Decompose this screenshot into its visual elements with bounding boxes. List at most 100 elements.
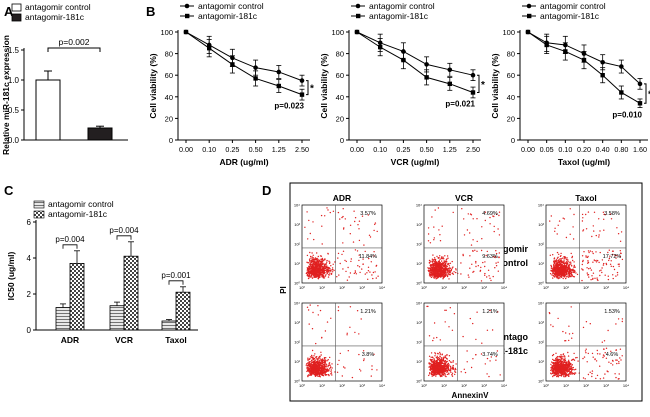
cell-point: [561, 273, 563, 275]
cell-point: [582, 357, 584, 360]
cell-point: [314, 374, 316, 376]
cell-point: [595, 261, 598, 263]
p-value: p=0.023: [274, 102, 304, 111]
cell-point: [443, 258, 445, 260]
cell-point: [431, 375, 433, 377]
cell-point: [553, 370, 555, 372]
cell-point: [329, 261, 331, 263]
cell-point: [486, 276, 488, 278]
cell-point: [468, 276, 470, 278]
cell-point: [556, 267, 558, 269]
cell-point: [558, 253, 560, 255]
cell-point: [310, 272, 312, 275]
cell-point: [318, 371, 320, 374]
cell-point: [324, 258, 326, 260]
cell-point: [435, 365, 438, 368]
axis-tick-label-x: 10⁴: [623, 285, 629, 290]
cell-point: [322, 271, 324, 274]
cell-point: [493, 225, 495, 228]
cell-point: [554, 364, 556, 366]
cell-point: [432, 270, 435, 272]
significance-bracket: [47, 47, 101, 52]
percent-lower-right: 3.74%: [482, 352, 498, 358]
cell-point: [563, 259, 565, 261]
cell-point: [445, 309, 447, 311]
cell-point: [437, 368, 439, 370]
cell-point: [431, 216, 433, 218]
cell-point: [581, 255, 584, 257]
cell-point: [445, 260, 447, 262]
cell-point: [437, 353, 439, 355]
cell-point: [556, 275, 558, 278]
cell-point: [311, 349, 314, 352]
cell-point: [321, 337, 323, 339]
cell-point: [564, 375, 567, 378]
cell-point: [620, 252, 622, 255]
significance-bracket: [116, 235, 132, 240]
cell-point: [447, 369, 449, 372]
cell-point: [568, 275, 570, 277]
cell-point: [560, 255, 562, 257]
cell-point: [452, 211, 454, 214]
cell-point: [555, 263, 557, 265]
y-tick-label: 0.5: [8, 106, 20, 115]
data-point-181c: [253, 76, 258, 81]
cell-point: [615, 275, 617, 277]
cell-point: [451, 367, 454, 369]
y-tick-label: 6: [27, 218, 32, 227]
data-point-181c: [581, 57, 587, 63]
legend-marker: [185, 13, 190, 19]
cell-point: [323, 364, 325, 366]
cell-point: [337, 211, 340, 214]
cell-point: [358, 220, 361, 222]
cell-point: [430, 366, 433, 368]
legend-swatch: [11, 3, 22, 12]
cell-point: [556, 233, 558, 235]
y-tick-label: 100: [160, 28, 173, 37]
cell-point: [314, 368, 316, 370]
cell-point: [441, 273, 443, 275]
cell-point: [322, 259, 324, 262]
cell-point: [467, 213, 469, 215]
cell-point: [323, 366, 326, 368]
cell-point: [322, 258, 324, 260]
cell-point: [318, 357, 320, 359]
cell-point: [561, 370, 563, 373]
cell-point: [573, 213, 575, 216]
y-tick-label: 20: [336, 114, 344, 123]
cell-point: [312, 365, 314, 368]
cell-point: [565, 236, 568, 239]
cell-point: [558, 374, 560, 376]
cell-point: [327, 274, 330, 276]
cell-point: [318, 261, 320, 263]
cell-point: [320, 214, 323, 217]
cell-point: [471, 263, 473, 265]
cell-point: [447, 257, 449, 259]
cell-point: [583, 356, 586, 358]
cell-point: [567, 276, 570, 278]
cell-point: [321, 225, 323, 227]
cell-point: [308, 374, 311, 376]
cell-point: [319, 370, 321, 372]
cell-point: [314, 375, 317, 377]
cell-point: [486, 250, 488, 253]
cell-point: [439, 339, 441, 341]
cell-point: [495, 255, 497, 258]
cell-point: [605, 262, 607, 265]
cell-point: [575, 272, 577, 274]
cell-point: [556, 277, 558, 279]
cell-point: [572, 238, 575, 240]
cell-point: [549, 273, 552, 275]
cell-point: [557, 360, 559, 363]
cell-point: [309, 373, 311, 375]
cell-point: [346, 334, 348, 336]
cell-point: [313, 273, 315, 275]
cell-point: [347, 350, 349, 352]
legend-label: antagomir control: [48, 199, 114, 209]
cell-point: [314, 353, 316, 355]
cell-point: [328, 362, 330, 365]
percent-lower-right: 4.6%: [606, 352, 619, 358]
axis-tick-label-y: 10²: [294, 340, 300, 345]
cell-point: [330, 317, 332, 319]
cell-point: [435, 275, 437, 277]
